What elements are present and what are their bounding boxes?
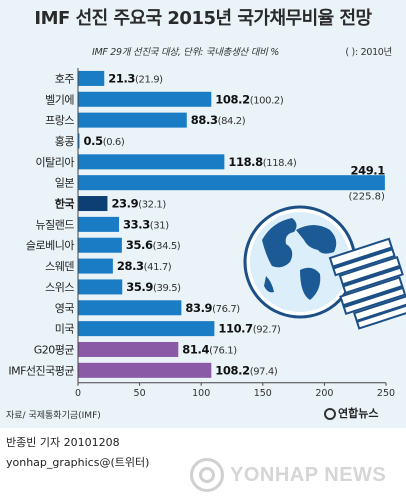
value-label: 110.7(92.7): [218, 322, 281, 336]
category-label: 호주: [55, 72, 75, 85]
bar: [78, 91, 212, 107]
paren-note: ( ): 2010년: [345, 47, 392, 58]
chart-title: IMF 선진 주요국 2015년 국가채무비율 전망: [34, 8, 372, 29]
category-label: 영국: [55, 302, 75, 315]
value-label-2010: (225.8): [348, 192, 385, 203]
bar: [78, 258, 113, 274]
unit-note: IMF 29개 선진국 대상, 단위: 국내총생산 대비 %: [92, 47, 280, 58]
bar: [78, 112, 187, 128]
bar: [78, 341, 179, 357]
value-label: 83.9(76.7): [185, 301, 240, 315]
chart-note: IMF 29개 선진국 대상, 단위: 국내총생산 대비 % ( ): 2010…: [92, 44, 398, 58]
category-label: 벨기에: [45, 93, 74, 106]
bar: [78, 175, 385, 191]
value-label: 108.2(100.2): [215, 92, 284, 106]
bar: [78, 237, 122, 253]
value-label: 21.3(21.9): [108, 71, 163, 85]
bar: [78, 362, 212, 378]
category-label: 홍콩: [55, 134, 75, 148]
bar: [78, 321, 215, 337]
bar: [78, 70, 105, 86]
value-label: 28.3(41.7): [117, 259, 172, 273]
source-note: 자료/ 국제통화기금(IMF): [6, 411, 101, 421]
watermark: YONHAP NEWS: [190, 456, 400, 496]
category-label: 이탈리아: [36, 156, 75, 169]
globe-icon: [243, 205, 357, 319]
category-label: 스웨덴: [45, 260, 74, 273]
credit-line-2: yonhap_graphics@(트위터): [6, 456, 150, 469]
value-label: 35.9(39.5): [126, 280, 181, 294]
category-label: 미국: [55, 323, 75, 336]
value-label: 108.2(97.4): [215, 363, 278, 377]
watermark-text: YONHAP NEWS: [230, 464, 387, 486]
category-label: 스위스: [45, 281, 74, 294]
value-label: 23.9(32.1): [111, 197, 166, 211]
category-label: G20평균: [34, 343, 75, 356]
x-tick-label: 250: [377, 388, 395, 399]
x-tick-label: 0: [75, 388, 81, 399]
category-label: 슬로베니아: [26, 239, 74, 252]
x-tick-label: 50: [134, 388, 146, 399]
bar-chart: 호주 21.3(21.9) 벨기에 108.2(100.2) 프랑스 88.3(84.2)…: [8, 68, 406, 399]
value-label: 249.1: [351, 164, 386, 178]
chart-card: [0, 0, 406, 428]
value-label: 88.3(84.2): [191, 113, 246, 127]
category-label: IMF선진국평균: [8, 364, 74, 377]
bar: [78, 196, 108, 212]
credit-line-1: 반종빈 기자 20101208: [6, 436, 120, 449]
bar: [78, 216, 120, 232]
category-label: 프랑스: [45, 114, 74, 127]
money-stack-icon: [328, 237, 406, 330]
value-label: 33.3(31): [123, 217, 169, 231]
bar: [78, 133, 80, 149]
category-label: 뉴질랜드: [36, 218, 75, 231]
value-label: 0.5(0.6): [84, 134, 125, 148]
value-label: 118.8(118.4): [228, 155, 297, 169]
x-tick-label: 100: [192, 388, 210, 399]
category-label: 한국: [55, 197, 75, 211]
yonhap-logo-icon: [324, 408, 336, 420]
x-tick-label: 150: [254, 388, 272, 399]
x-tick-label: 200: [315, 388, 333, 399]
bar: [78, 300, 182, 316]
bar: [78, 279, 123, 295]
yonhap-logo-text: 연합뉴스: [338, 407, 379, 420]
category-label: 일본: [55, 176, 75, 190]
yonhap-logo: 연합뉴스: [324, 405, 378, 421]
value-label: 35.6(34.5): [126, 238, 181, 252]
value-label: 81.4(76.1): [182, 342, 237, 356]
bar: [78, 154, 225, 170]
watermark-logo-icon: [190, 458, 224, 492]
